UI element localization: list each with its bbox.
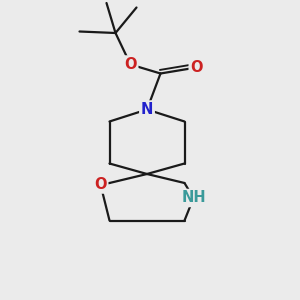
- Text: N: N: [141, 102, 153, 117]
- Text: O: O: [124, 57, 137, 72]
- Text: NH: NH: [181, 190, 206, 206]
- Text: O: O: [190, 60, 203, 75]
- Text: O: O: [94, 177, 107, 192]
